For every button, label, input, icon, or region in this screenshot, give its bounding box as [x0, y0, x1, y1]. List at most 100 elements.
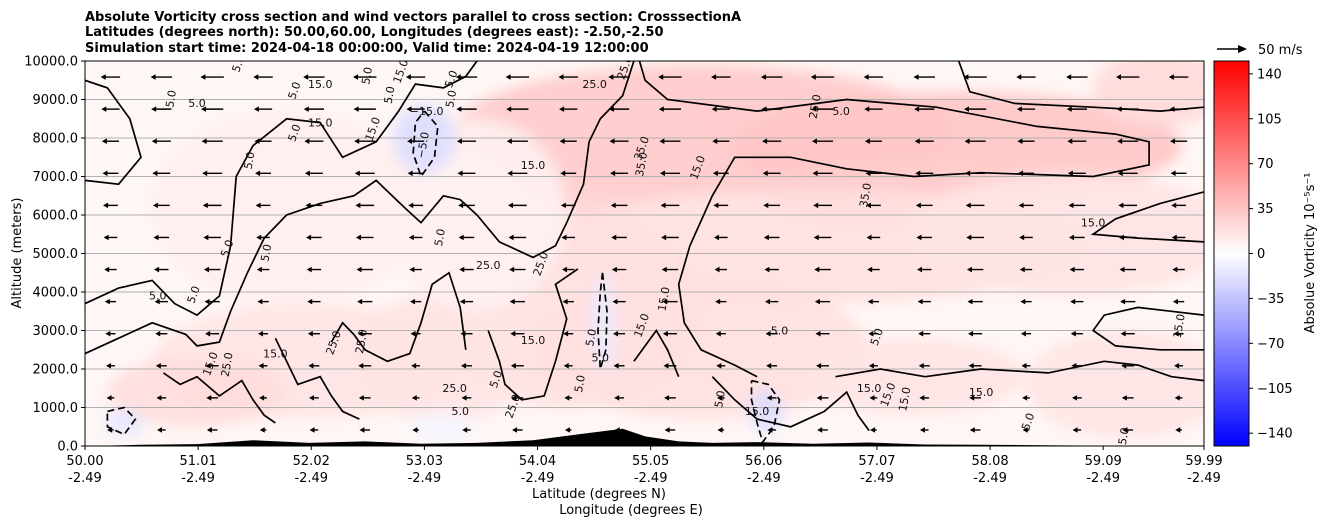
x-tick-label-longitude: -2.49 — [634, 471, 668, 486]
contour-line — [1091, 306, 1204, 351]
y-tick-label: 2000.0 — [33, 363, 79, 378]
wind-vector — [765, 330, 778, 337]
wind-vector — [257, 330, 269, 337]
contour-line — [274, 337, 360, 420]
contour-label: 15.0 — [655, 286, 672, 312]
wind-vector — [1174, 362, 1184, 369]
wind-vector — [412, 427, 419, 433]
gridlines — [85, 99, 1204, 408]
wind-vector — [1066, 74, 1088, 80]
wind-vector — [1169, 106, 1188, 112]
colorbar-tick-label: 140 — [1257, 67, 1282, 82]
wind-vector — [915, 202, 933, 209]
wind-vector — [455, 74, 478, 80]
wind-vector — [870, 427, 877, 433]
contour-label: 5.0 — [443, 89, 459, 108]
vorticity-patch — [592, 272, 615, 373]
x-tick-label-latitude: 59.09 — [1085, 454, 1122, 469]
contour-line — [487, 268, 579, 401]
contour-label: −15.0 — [410, 105, 444, 118]
x-tick-label-latitude: 56.06 — [745, 454, 782, 469]
wind-vector — [155, 362, 167, 369]
wind-vector — [307, 330, 320, 337]
contour-label: 15.0 — [308, 78, 333, 91]
wind-vector — [505, 74, 530, 80]
wind-vector — [816, 395, 829, 401]
x-axis-ticks: 50.00 -2.49 51.01 -2.49 52.02 -2.49 53.03 -2.49… — [66, 446, 1223, 486]
wind-vector — [506, 106, 529, 112]
wind-vector — [102, 170, 119, 177]
contour-line — [750, 379, 781, 444]
wind-vector — [256, 266, 270, 273]
wind-vector — [204, 298, 220, 305]
wind-vector — [867, 298, 880, 305]
wind-vector — [763, 234, 780, 241]
wind-vector — [918, 330, 931, 337]
wind-vector — [716, 395, 725, 401]
wind-vector — [561, 266, 575, 273]
wind-vector — [913, 74, 935, 80]
x-tick-label-longitude: -2.49 — [408, 471, 442, 486]
terrain-silhouette — [85, 428, 1204, 446]
contour-line — [106, 406, 137, 436]
wind-vector — [104, 298, 117, 305]
x-axis-label-longitude: Longitude (degrees E) — [559, 503, 703, 518]
wind-vector — [610, 202, 628, 209]
wind-vector — [916, 234, 933, 241]
contour-label: 5.0 — [442, 69, 460, 90]
wind-vector — [914, 138, 934, 145]
wind-vector — [1170, 170, 1187, 177]
contour-line — [597, 272, 608, 370]
wind-vector — [811, 138, 834, 145]
x-tick-label-longitude: -2.49 — [68, 471, 102, 486]
x-tick-label-latitude: 55.05 — [632, 454, 669, 469]
y-tick-label: 5000.0 — [33, 247, 79, 262]
y-axis-label: Altitude (meters) — [10, 198, 25, 309]
wind-vector — [963, 74, 987, 80]
wind-vector — [408, 234, 423, 241]
wind-vector — [206, 427, 218, 433]
wind-vector — [509, 266, 526, 273]
wind-vector — [507, 170, 528, 177]
wind-vector — [864, 138, 882, 145]
colorbar-tick-label: 105 — [1257, 112, 1282, 127]
wind-vector — [1016, 74, 1036, 80]
vorticity-patch — [353, 292, 534, 423]
wind-vector — [309, 427, 319, 433]
wind-vector — [814, 298, 831, 305]
contour-label: 25.0 — [442, 382, 467, 395]
x-tick-label-latitude: 58.08 — [971, 454, 1008, 469]
colorbar-tick-label: 0 — [1257, 247, 1265, 262]
wind-vector — [711, 106, 730, 112]
wind-vector — [661, 234, 679, 241]
x-tick-label-latitude: 57.07 — [858, 454, 895, 469]
wind-vector — [609, 138, 629, 145]
wind-vector — [1171, 202, 1186, 209]
contour-label: 5.0 — [149, 290, 167, 303]
wind-vector — [660, 202, 680, 209]
contour-label: 15.0 — [521, 159, 546, 172]
wind-vector — [865, 170, 882, 177]
wind-vector — [157, 427, 166, 433]
wind-vector — [914, 106, 935, 112]
wind-vector — [761, 106, 782, 112]
x-tick-label-longitude: -2.49 — [973, 471, 1007, 486]
wind-vector — [259, 427, 267, 433]
wind-vector — [1021, 362, 1031, 369]
wind-vector — [507, 202, 527, 209]
wind-vector — [969, 395, 981, 401]
contour-line — [633, 328, 680, 378]
wind-vector — [661, 266, 679, 273]
contour-label: 15.0 — [308, 116, 333, 129]
contour-line — [85, 61, 478, 317]
wind-vector — [1115, 74, 1140, 80]
contour-label: −5.0 — [414, 131, 431, 160]
wind-vector — [151, 106, 172, 112]
colorbar-tick-label: −35 — [1257, 292, 1284, 307]
wind-vector — [563, 362, 573, 369]
vorticity-patch — [152, 111, 422, 304]
wind-vector — [664, 395, 676, 401]
wind-vector — [868, 362, 878, 369]
wind-vector — [869, 395, 878, 401]
wind-vector — [969, 427, 981, 433]
